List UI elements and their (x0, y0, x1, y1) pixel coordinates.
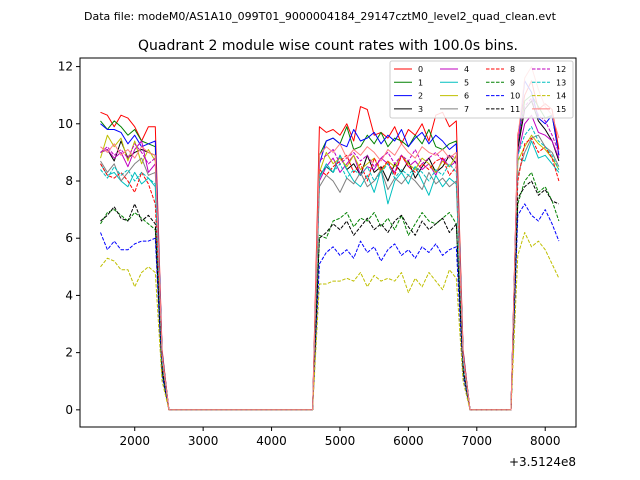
legend-box (389, 60, 574, 119)
y-tick-label: 10 (58, 117, 73, 131)
legend-label-5: 5 (464, 78, 469, 87)
legend-label-2: 2 (418, 92, 423, 101)
legend-label-7: 7 (464, 105, 469, 114)
x-offset-text: +3.5124e8 (509, 455, 576, 469)
x-tick-label: 3000 (188, 434, 219, 448)
legend-label-11: 11 (510, 105, 520, 114)
x-tick-label: 2000 (119, 434, 150, 448)
legend-label-4: 4 (464, 65, 469, 74)
x-tick-label: 8000 (530, 434, 561, 448)
legend-label-15: 15 (556, 105, 566, 114)
x-tick-label: 5000 (325, 434, 356, 448)
legend-label-13: 13 (556, 78, 566, 87)
legend-label-3: 3 (418, 105, 423, 114)
y-tick-label: 8 (65, 174, 73, 188)
legend-label-8: 8 (510, 65, 515, 74)
x-tick-label: 6000 (393, 434, 424, 448)
suptitle: Data file: modeM0/AS1A10_099T01_90000041… (84, 10, 557, 23)
legend-label-12: 12 (556, 65, 566, 74)
chart-title: Quadrant 2 module wise count rates with … (138, 38, 518, 54)
legend-label-6: 6 (464, 92, 469, 101)
x-tick-label: 4000 (256, 434, 287, 448)
legend-label-1: 1 (418, 78, 423, 87)
legend-label-10: 10 (510, 92, 520, 101)
y-tick-label: 2 (65, 346, 73, 360)
axes-frame (79, 57, 577, 428)
series-line-15 (100, 66, 560, 411)
y-tick-label: 6 (65, 231, 73, 245)
series-layer (100, 66, 560, 411)
legend-label-9: 9 (510, 78, 515, 87)
legend-label-0: 0 (418, 65, 423, 74)
x-tick-label: 7000 (462, 434, 493, 448)
y-tick-label: 12 (58, 60, 73, 74)
legend-label-14: 14 (556, 92, 566, 101)
y-tick-label: 0 (65, 403, 73, 417)
y-tick-label: 4 (65, 288, 73, 302)
